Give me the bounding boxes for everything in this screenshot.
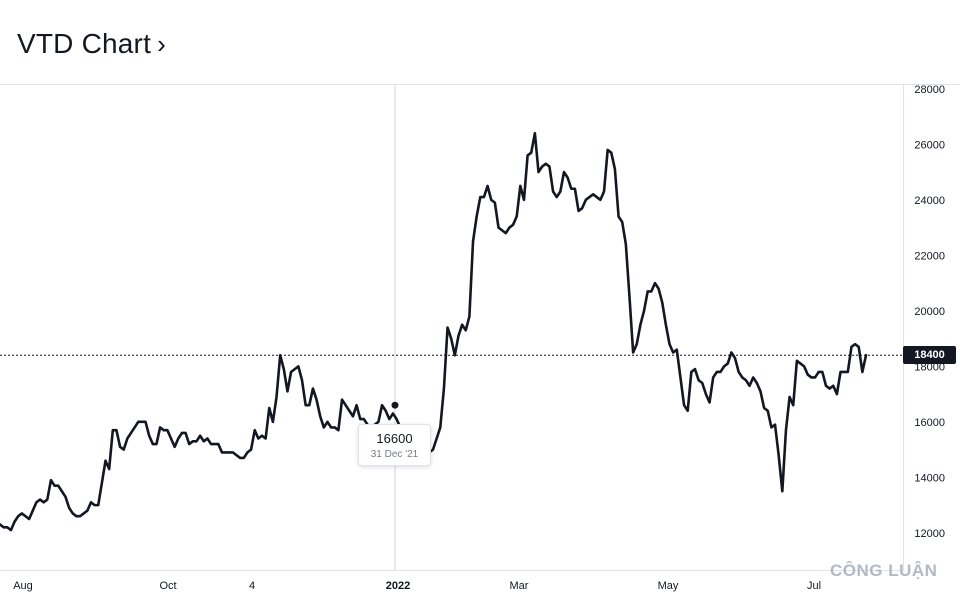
chart-title: VTD Chart [17,28,152,59]
y-tick-label: 16000 [914,417,945,429]
x-tick-label: Oct [159,580,176,592]
chart-title-link[interactable]: VTD Chart › [17,28,166,60]
y-tick-label: 20000 [914,306,945,318]
tooltip-date: 31 Dec '21 [370,449,419,460]
price-axis: 28000 26000 24000 22000 20000 18000 16000 14000… [914,84,945,540]
chevron-right-icon: › [157,29,166,59]
watermark-logo: CÔNG LUẬN [830,561,938,580]
x-tick-label: 4 [249,580,255,592]
x-tick-label: Jul [807,580,821,592]
tooltip-value: 16600 [376,431,413,446]
x-tick-label: May [658,580,679,592]
price-axis-border [903,85,904,571]
hover-point [391,401,399,409]
chart-header: VTD Chart › [0,0,960,85]
hover-marker [391,401,399,409]
y-tick-label: 26000 [914,139,945,151]
series-line [0,131,868,532]
x-tick-label: 2022 [386,580,410,592]
hover-tooltip: 16600 31 Dec '21 [358,424,431,466]
time-axis-border [0,570,903,571]
y-tick-label: 24000 [914,195,945,207]
y-tick-label: 28000 [914,84,945,96]
time-axis: Aug Oct 4 2022 Mar May Jul [13,580,821,592]
y-tick-label: 14000 [914,472,945,484]
price-series [0,131,868,532]
y-tick-label: 22000 [914,250,945,262]
x-tick-label: Mar [510,580,529,592]
y-tick-label: 18000 [914,361,945,373]
y-tick-label: 12000 [914,528,945,540]
x-tick-label: Aug [13,580,33,592]
last-price-label: 18400 [903,346,956,364]
